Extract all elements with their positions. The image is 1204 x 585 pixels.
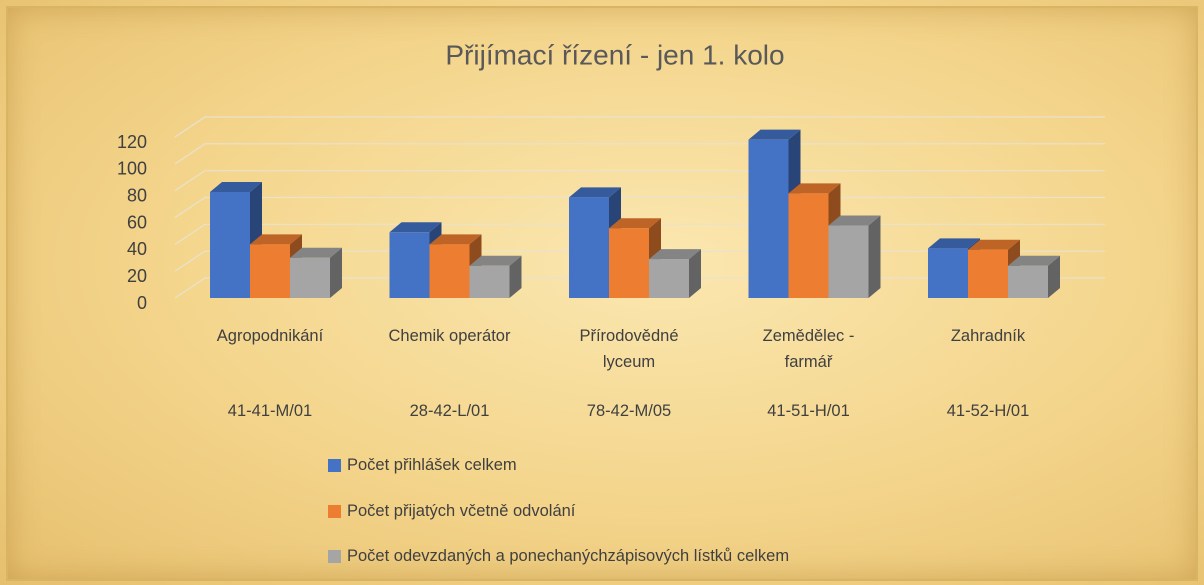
bar-top [429, 234, 482, 245]
bar [968, 239, 1020, 298]
bar-front [788, 193, 829, 298]
bar-top [290, 247, 342, 258]
x-tick-label: Zemědělec - farmář [762, 327, 855, 371]
bar [429, 234, 482, 298]
chart-title: Přijímací řízení - jen 1. kolo [445, 39, 784, 70]
bar-front [748, 139, 789, 298]
bar-front [928, 248, 968, 298]
y-tick-label: 20 [127, 266, 147, 286]
bar-side [509, 255, 522, 298]
y-tick-label: 80 [127, 185, 147, 205]
x-tick-label: Chemik operátor [388, 327, 511, 345]
grid-line [174, 170, 1105, 192]
bar [389, 222, 442, 298]
bar-top [748, 129, 801, 140]
grid-line [174, 143, 1105, 165]
bar-top [788, 183, 841, 194]
y-tick-label: 120 [117, 132, 147, 152]
bar [250, 234, 302, 298]
bar-front [569, 197, 609, 298]
bar-front [1008, 265, 1048, 298]
bar-side [689, 249, 701, 298]
x-tick-label: Agropodnikání [216, 327, 324, 345]
bar-front [609, 228, 649, 298]
legend-label: Počet odevzdaných a ponechanýchzápisovýc… [347, 547, 790, 565]
x-tick-sublabel: 28-42-L/01 [409, 402, 490, 420]
x-tick-sublabel: 41-41-M/01 [227, 402, 313, 420]
bar-top [569, 187, 621, 198]
x-tick-label: Zahradník [950, 327, 1026, 345]
bar-front [290, 257, 330, 298]
legend-item: Počet přihlášek celkem [328, 456, 517, 475]
grid-line [174, 116, 1105, 138]
bar-top [649, 249, 701, 260]
legend-swatch [328, 504, 341, 518]
bar-front [429, 244, 470, 298]
bar-side [868, 215, 881, 298]
bar-front [389, 232, 430, 298]
bar-front [968, 249, 1008, 298]
legend-swatch [328, 550, 341, 563]
bar-top [469, 255, 522, 266]
bar-top [210, 182, 262, 193]
grid-line [174, 196, 1105, 218]
bar [609, 218, 661, 298]
bar-side [1048, 255, 1060, 298]
y-tick-label: 60 [127, 212, 147, 232]
bar [290, 247, 342, 298]
bar-top [828, 215, 881, 226]
bar-top [609, 218, 661, 229]
legend-item: Počet odevzdaných a ponechanýchzápisovýc… [328, 547, 789, 566]
bar-top [928, 238, 980, 249]
bar-front [469, 265, 510, 298]
bar-top [1008, 255, 1060, 266]
bar [828, 215, 881, 298]
legend-label: Počet přihlášek celkem [347, 456, 517, 474]
bar-top [968, 239, 1020, 250]
frame [6, 6, 1198, 581]
bar-front [828, 225, 869, 298]
bar [649, 249, 701, 298]
bar-front [250, 244, 290, 298]
legend-label: Počet přijatých včetně odvolání [347, 501, 576, 520]
legend-item: Počet přijatých včetně odvolání [328, 502, 575, 521]
bar-side [330, 247, 342, 298]
bar-front [649, 259, 689, 298]
bar-top [250, 234, 302, 245]
x-tick-sublabel: 41-51-H/01 [767, 402, 850, 420]
y-tick-label: 40 [127, 239, 147, 259]
x-tick-label: Přírodovědné lyceum [579, 327, 679, 371]
bar [469, 255, 522, 298]
x-tick-sublabel: 78-42-M/05 [586, 402, 672, 420]
legend-swatch [328, 459, 341, 472]
bar-top [389, 222, 442, 233]
y-tick-label: 100 [117, 159, 147, 179]
bar [1008, 255, 1060, 298]
bar-front [210, 192, 250, 298]
y-tick-label: 0 [137, 293, 147, 313]
x-tick-sublabel: 41-52-H/01 [946, 402, 1030, 420]
